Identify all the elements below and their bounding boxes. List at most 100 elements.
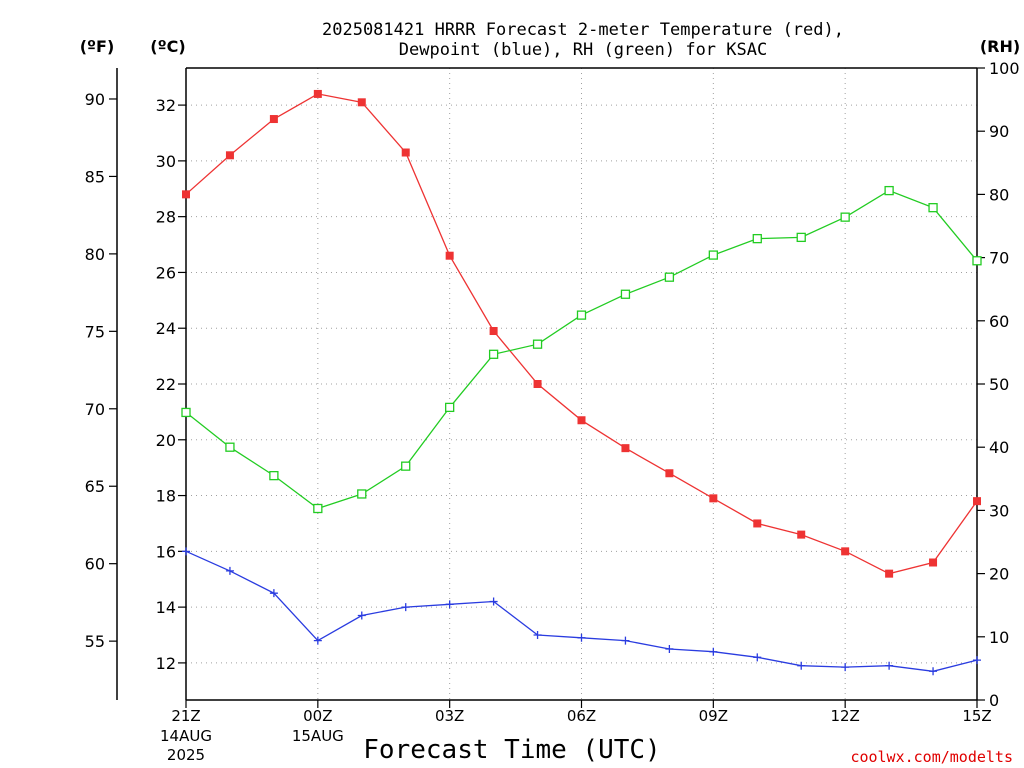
- temperature-point: [445, 251, 454, 260]
- rh-point: [620, 289, 631, 299]
- dewpoint-point: [797, 661, 806, 670]
- dewpoint-point: [709, 647, 718, 656]
- celsius-tick-label: 30: [156, 152, 176, 171]
- temperature-point: [973, 497, 981, 506]
- temperature-point: [929, 558, 938, 567]
- rh-point: [664, 272, 675, 282]
- rh-point: [401, 461, 411, 471]
- dewpoint-point: [313, 636, 322, 645]
- credit-text: coolwx.com/modelts: [850, 748, 1013, 766]
- x-tick-date-label: 14AUG: [160, 727, 212, 745]
- rh-point: [488, 349, 499, 359]
- dewpoint-point: [269, 589, 278, 598]
- rh-point: [752, 233, 762, 244]
- tick-labels: 1214161820222426283032556065707580859001…: [85, 59, 1020, 764]
- rh-point: [269, 470, 279, 481]
- fahrenheit-tick-label: 55: [85, 632, 105, 651]
- temperature-point: [182, 190, 190, 199]
- celsius-tick-label: 26: [156, 263, 176, 282]
- fahrenheit-unit-label: (ºF): [80, 37, 115, 56]
- rh-tick-label: 60: [989, 312, 1009, 331]
- x-tick-label: 15Z: [962, 707, 991, 725]
- rh-point: [928, 203, 938, 213]
- celsius-tick-label: 14: [156, 598, 176, 617]
- temperature-point: [533, 380, 542, 388]
- rh-tick-label: 50: [989, 375, 1009, 394]
- fahrenheit-tick-label: 75: [85, 322, 105, 341]
- temperature-point: [401, 148, 410, 157]
- temperature-point: [709, 494, 718, 503]
- temperature-point: [313, 89, 322, 98]
- temperature-point: [885, 569, 894, 578]
- fahrenheit-tick-label: 85: [85, 167, 105, 186]
- rh-point: [708, 250, 718, 260]
- celsius-tick-label: 22: [156, 375, 176, 394]
- dewpoint-point: [225, 566, 234, 575]
- rh-tick-label: 30: [989, 501, 1009, 520]
- rh-point: [796, 232, 806, 243]
- x-tick-label: 06Z: [567, 707, 596, 725]
- x-tick-date-label: 15AUG: [292, 727, 344, 745]
- temperature-point: [357, 98, 366, 107]
- fahrenheit-tick-label: 70: [85, 400, 105, 419]
- dewpoint-point: [445, 600, 454, 609]
- dewpoint-point: [841, 663, 850, 672]
- rh-point: [181, 407, 191, 418]
- rh-point: [884, 185, 894, 196]
- celsius-tick-label: 24: [156, 319, 176, 338]
- celsius-unit-label: (ºC): [150, 37, 185, 56]
- fahrenheit-tick-label: 90: [85, 90, 105, 109]
- rh-tick-label: 90: [989, 122, 1009, 141]
- rh-point: [972, 256, 982, 266]
- temperature-point: [753, 519, 762, 528]
- rh-tick-label: 70: [989, 249, 1009, 268]
- fahrenheit-tick-label: 60: [85, 555, 105, 574]
- temperature-point: [841, 547, 850, 556]
- rh-point: [225, 442, 235, 452]
- rh-point: [532, 339, 543, 349]
- rh-tick-label: 10: [989, 628, 1009, 647]
- series-markers: [181, 89, 982, 676]
- rh-tick-label: 80: [989, 185, 1009, 204]
- dewpoint-point: [753, 653, 762, 662]
- axes: [109, 67, 985, 708]
- celsius-tick-label: 18: [156, 487, 176, 506]
- x-tick-year-label: 2025: [167, 746, 205, 764]
- rh-point: [840, 212, 850, 222]
- temperature-point: [621, 444, 630, 453]
- temperature-point: [797, 530, 806, 539]
- chart-title: 2025081421 HRRR Forecast 2-meter Tempera…: [322, 20, 844, 40]
- rh-tick-label: 0: [989, 691, 999, 710]
- x-tick-label: 09Z: [699, 707, 728, 725]
- celsius-tick-label: 28: [156, 208, 176, 227]
- dewpoint-point: [885, 661, 894, 670]
- dewpoint-point: [929, 667, 938, 676]
- grid: [186, 68, 977, 700]
- x-tick-label: 03Z: [435, 707, 464, 725]
- dewpoint-point: [665, 644, 674, 653]
- dewpoint-point: [489, 597, 498, 606]
- dewpoint-point: [357, 611, 366, 620]
- series-lines: [185, 93, 978, 672]
- temperature-point: [577, 416, 586, 425]
- rh-point: [313, 503, 323, 514]
- fahrenheit-tick-label: 65: [85, 477, 105, 496]
- temperature-point: [665, 469, 674, 478]
- dewpoint-point: [533, 631, 542, 640]
- celsius-tick-label: 20: [156, 431, 176, 450]
- celsius-tick-label: 16: [156, 542, 176, 561]
- chart-subtitle: Dewpoint (blue), RH (green) for KSAC: [399, 40, 767, 60]
- dewpoint-point: [182, 547, 190, 556]
- x-tick-label: 00Z: [303, 707, 332, 725]
- rh-point: [445, 402, 455, 413]
- rh-point: [576, 310, 587, 320]
- rh-point: [357, 489, 367, 499]
- x-axis-title: Forecast Time (UTC): [363, 735, 660, 765]
- rh-tick-label: 100: [989, 59, 1020, 78]
- dewpoint-point: [621, 636, 630, 645]
- celsius-tick-label: 12: [156, 654, 176, 673]
- dewpoint-point: [973, 656, 981, 665]
- fahrenheit-tick-label: 80: [85, 245, 105, 264]
- x-tick-label: 21Z: [171, 707, 200, 725]
